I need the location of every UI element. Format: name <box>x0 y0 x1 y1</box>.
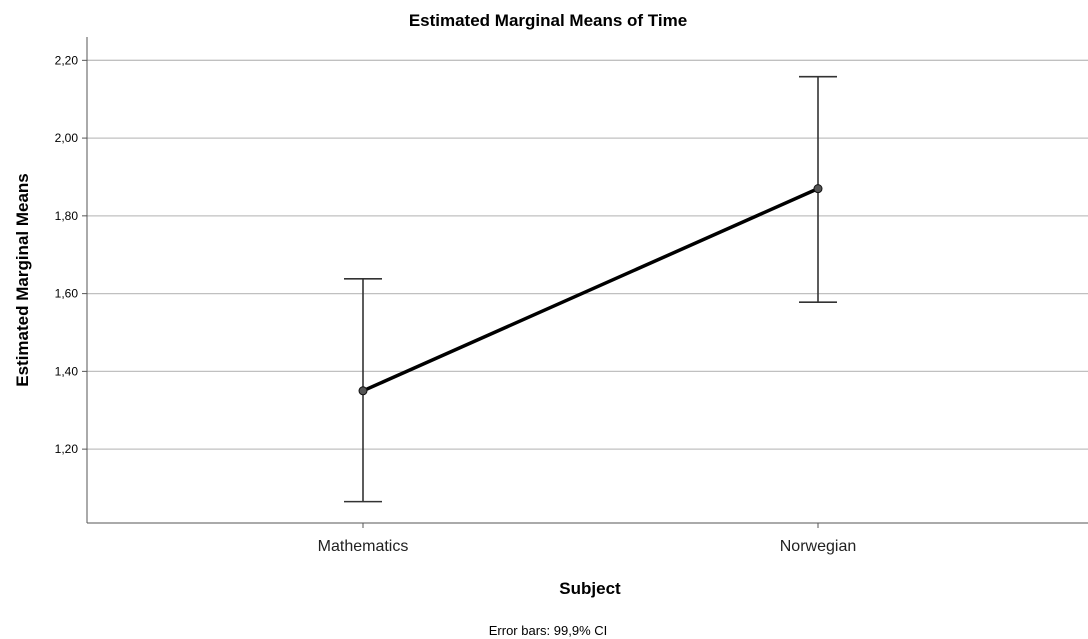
axes <box>86 37 1088 524</box>
error-bar-note: Error bars: 99,9% CI <box>489 623 608 638</box>
y-tick-label: 2,20 <box>55 53 79 67</box>
y-tick-label: 1,60 <box>55 287 79 301</box>
y-ticks: 1,20 1,40 1,60 1,80 2,00 2,20 <box>55 53 87 456</box>
y-tick-label: 1,40 <box>55 364 79 378</box>
grid <box>87 59 1088 450</box>
data-point <box>813 184 823 194</box>
chart-title: Estimated Marginal Means of Time <box>409 11 687 30</box>
y-axis-title: Estimated Marginal Means <box>13 173 32 387</box>
y-tick-label: 2,00 <box>55 131 79 145</box>
y-tick-label: 1,20 <box>55 442 79 456</box>
x-tick-label: Norwegian <box>780 538 856 555</box>
data-point <box>358 386 368 396</box>
series <box>344 75 837 503</box>
y-tick-label: 1,80 <box>55 209 79 223</box>
x-tick-label: Mathematics <box>318 538 409 555</box>
x-ticks: Mathematics Norwegian <box>318 523 856 555</box>
x-axis-title: Subject <box>559 579 621 598</box>
series-line <box>361 186 820 393</box>
